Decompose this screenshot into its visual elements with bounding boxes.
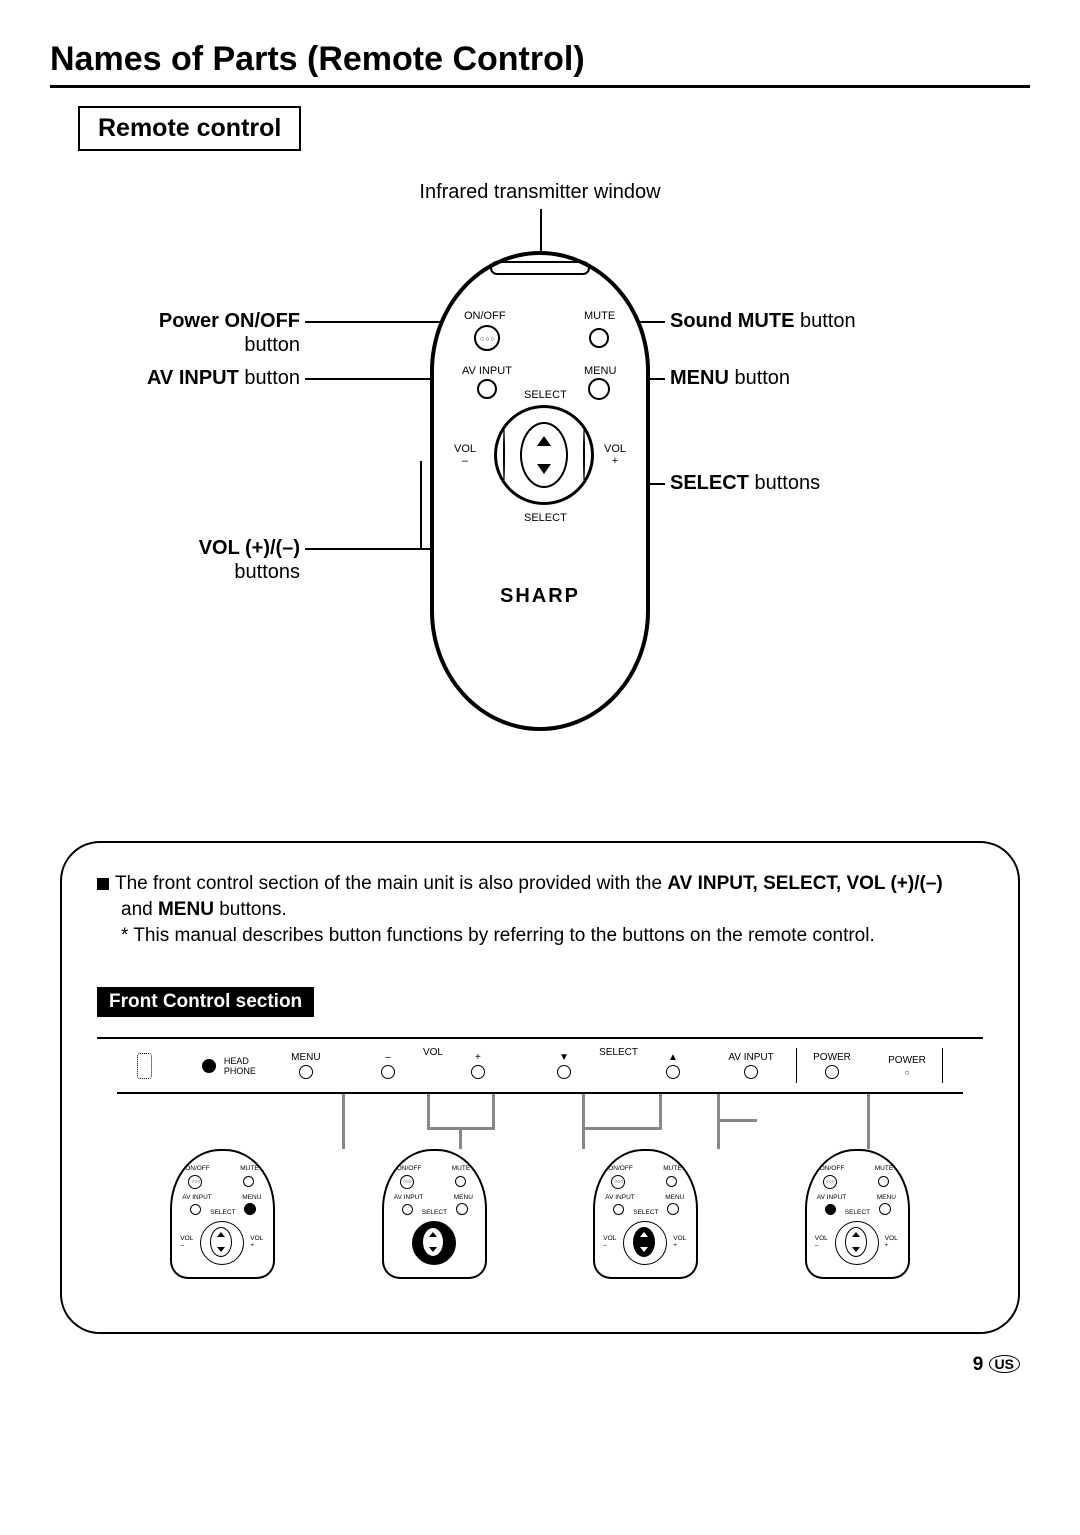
mini-remote: ON/OFF ○○○ MUTE AV INPUT MENU SELECT VOL… — [170, 1149, 275, 1279]
callout-power: Power ON/OFF button — [130, 309, 300, 357]
panel-diagram: HEAD PHONE MENU – VOL + ▼ SELECT — [97, 1037, 983, 1307]
callout-vol: VOL (+)/(–) buttons — [160, 536, 300, 584]
panel-select-label: SELECT — [599, 1047, 638, 1058]
panel-power-btn-label: POWER — [813, 1052, 851, 1063]
power-led-icon: ○ — [905, 1068, 910, 1077]
panel-select-down-button-icon — [557, 1065, 571, 1079]
panel-vol-label: VOL — [423, 1047, 443, 1058]
panel-menu-label: MENU — [291, 1052, 320, 1063]
remote-body: ON/OFF ○○○ MUTE AV INPUT MENU SELECT VOL… — [430, 251, 650, 731]
note-line-2: and MENU buttons. — [121, 899, 983, 921]
mini-remotes-row: ON/OFF ○○○ MUTE AV INPUT MENU SELECT VOL… — [97, 1149, 983, 1279]
note-line-3: * This manual describes button functions… — [121, 925, 983, 947]
panel-power-button-icon — [825, 1065, 839, 1079]
callout-avinput: AV INPUT button — [100, 366, 300, 390]
panel-select-up-button-icon — [666, 1065, 680, 1079]
headphone-jack-icon — [202, 1059, 216, 1073]
mute-label: MUTE — [584, 310, 615, 322]
onoff-button-icon: ○○○ — [474, 325, 500, 351]
front-section-label: Front Control section — [97, 987, 314, 1017]
panel-avinput-button-icon — [744, 1065, 758, 1079]
ir-window-icon — [490, 261, 590, 275]
panel-menu-button-icon — [299, 1065, 313, 1079]
ir-label: Infrared transmitter window — [419, 181, 660, 204]
callout-menu: MENU button — [670, 366, 790, 390]
panel-vol-plus: + — [475, 1052, 481, 1063]
front-control-box: The front control section of the main un… — [60, 841, 1020, 1334]
subtitle: Remote control — [78, 106, 301, 151]
panel-vol-plus-button-icon — [471, 1065, 485, 1079]
callout-select: SELECT buttons — [670, 471, 820, 495]
vol-plus-label: VOL + — [604, 443, 626, 467]
panel-vol-minus-button-icon — [381, 1065, 395, 1079]
mini-remote: ON/OFF ○○○ MUTE AV INPUT MENU SELECT VOL… — [382, 1149, 487, 1279]
dpad-icon — [494, 405, 594, 505]
ir-receiver-icon — [137, 1053, 152, 1079]
menu-button-icon — [588, 378, 610, 400]
avinput-button-icon — [477, 379, 497, 399]
callout-mute: Sound MUTE button — [670, 309, 856, 333]
headphone-label: HEAD PHONE — [224, 1056, 256, 1076]
note-line-1: The front control section of the main un… — [97, 873, 983, 895]
avinput-label: AV INPUT — [462, 365, 512, 377]
panel-avinput-label: AV INPUT — [728, 1052, 773, 1063]
remote-diagram: Infrared transmitter window Power ON/OFF… — [90, 181, 990, 801]
panel-select-down: ▼ — [559, 1052, 569, 1063]
panel-strip: HEAD PHONE MENU – VOL + ▼ SELECT — [117, 1039, 963, 1094]
brand-label: SHARP — [434, 585, 646, 608]
onoff-label: ON/OFF — [464, 310, 506, 322]
mini-remote: ON/OFF ○○○ MUTE AV INPUT MENU SELECT VOL… — [593, 1149, 698, 1279]
menu-label: MENU — [584, 365, 616, 377]
panel-select-up: ▲ — [668, 1052, 678, 1063]
mini-remote: ON/OFF ○○○ MUTE AV INPUT MENU SELECT VOL… — [805, 1149, 910, 1279]
mute-button-icon — [589, 328, 609, 348]
panel-power-led-label: POWER — [888, 1055, 926, 1066]
select-top-label: SELECT — [524, 389, 567, 401]
page-number: 9 US — [50, 1354, 1030, 1376]
page-title: Names of Parts (Remote Control) — [50, 40, 1030, 88]
select-bottom-label: SELECT — [524, 512, 567, 524]
panel-vol-minus: – — [385, 1052, 391, 1063]
vol-minus-label: VOL – — [454, 443, 476, 467]
